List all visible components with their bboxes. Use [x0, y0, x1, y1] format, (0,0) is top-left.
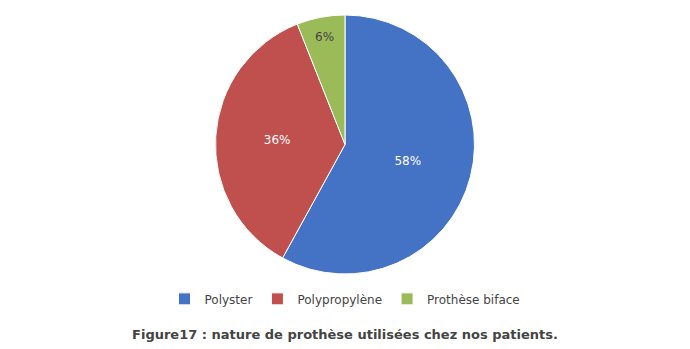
svg-text:6%: 6%	[315, 30, 334, 44]
svg-text:Prothèse biface: Prothèse biface	[427, 293, 520, 307]
svg-text:58%: 58%	[394, 154, 421, 168]
svg-text:Figure17 : nature de prothèse: Figure17 : nature de prothèse utilisées …	[132, 327, 558, 342]
svg-text:36%: 36%	[264, 133, 291, 147]
svg-text:Polyster: Polyster	[205, 293, 253, 307]
svg-text:Polypropylène: Polypropylène	[297, 293, 382, 307]
